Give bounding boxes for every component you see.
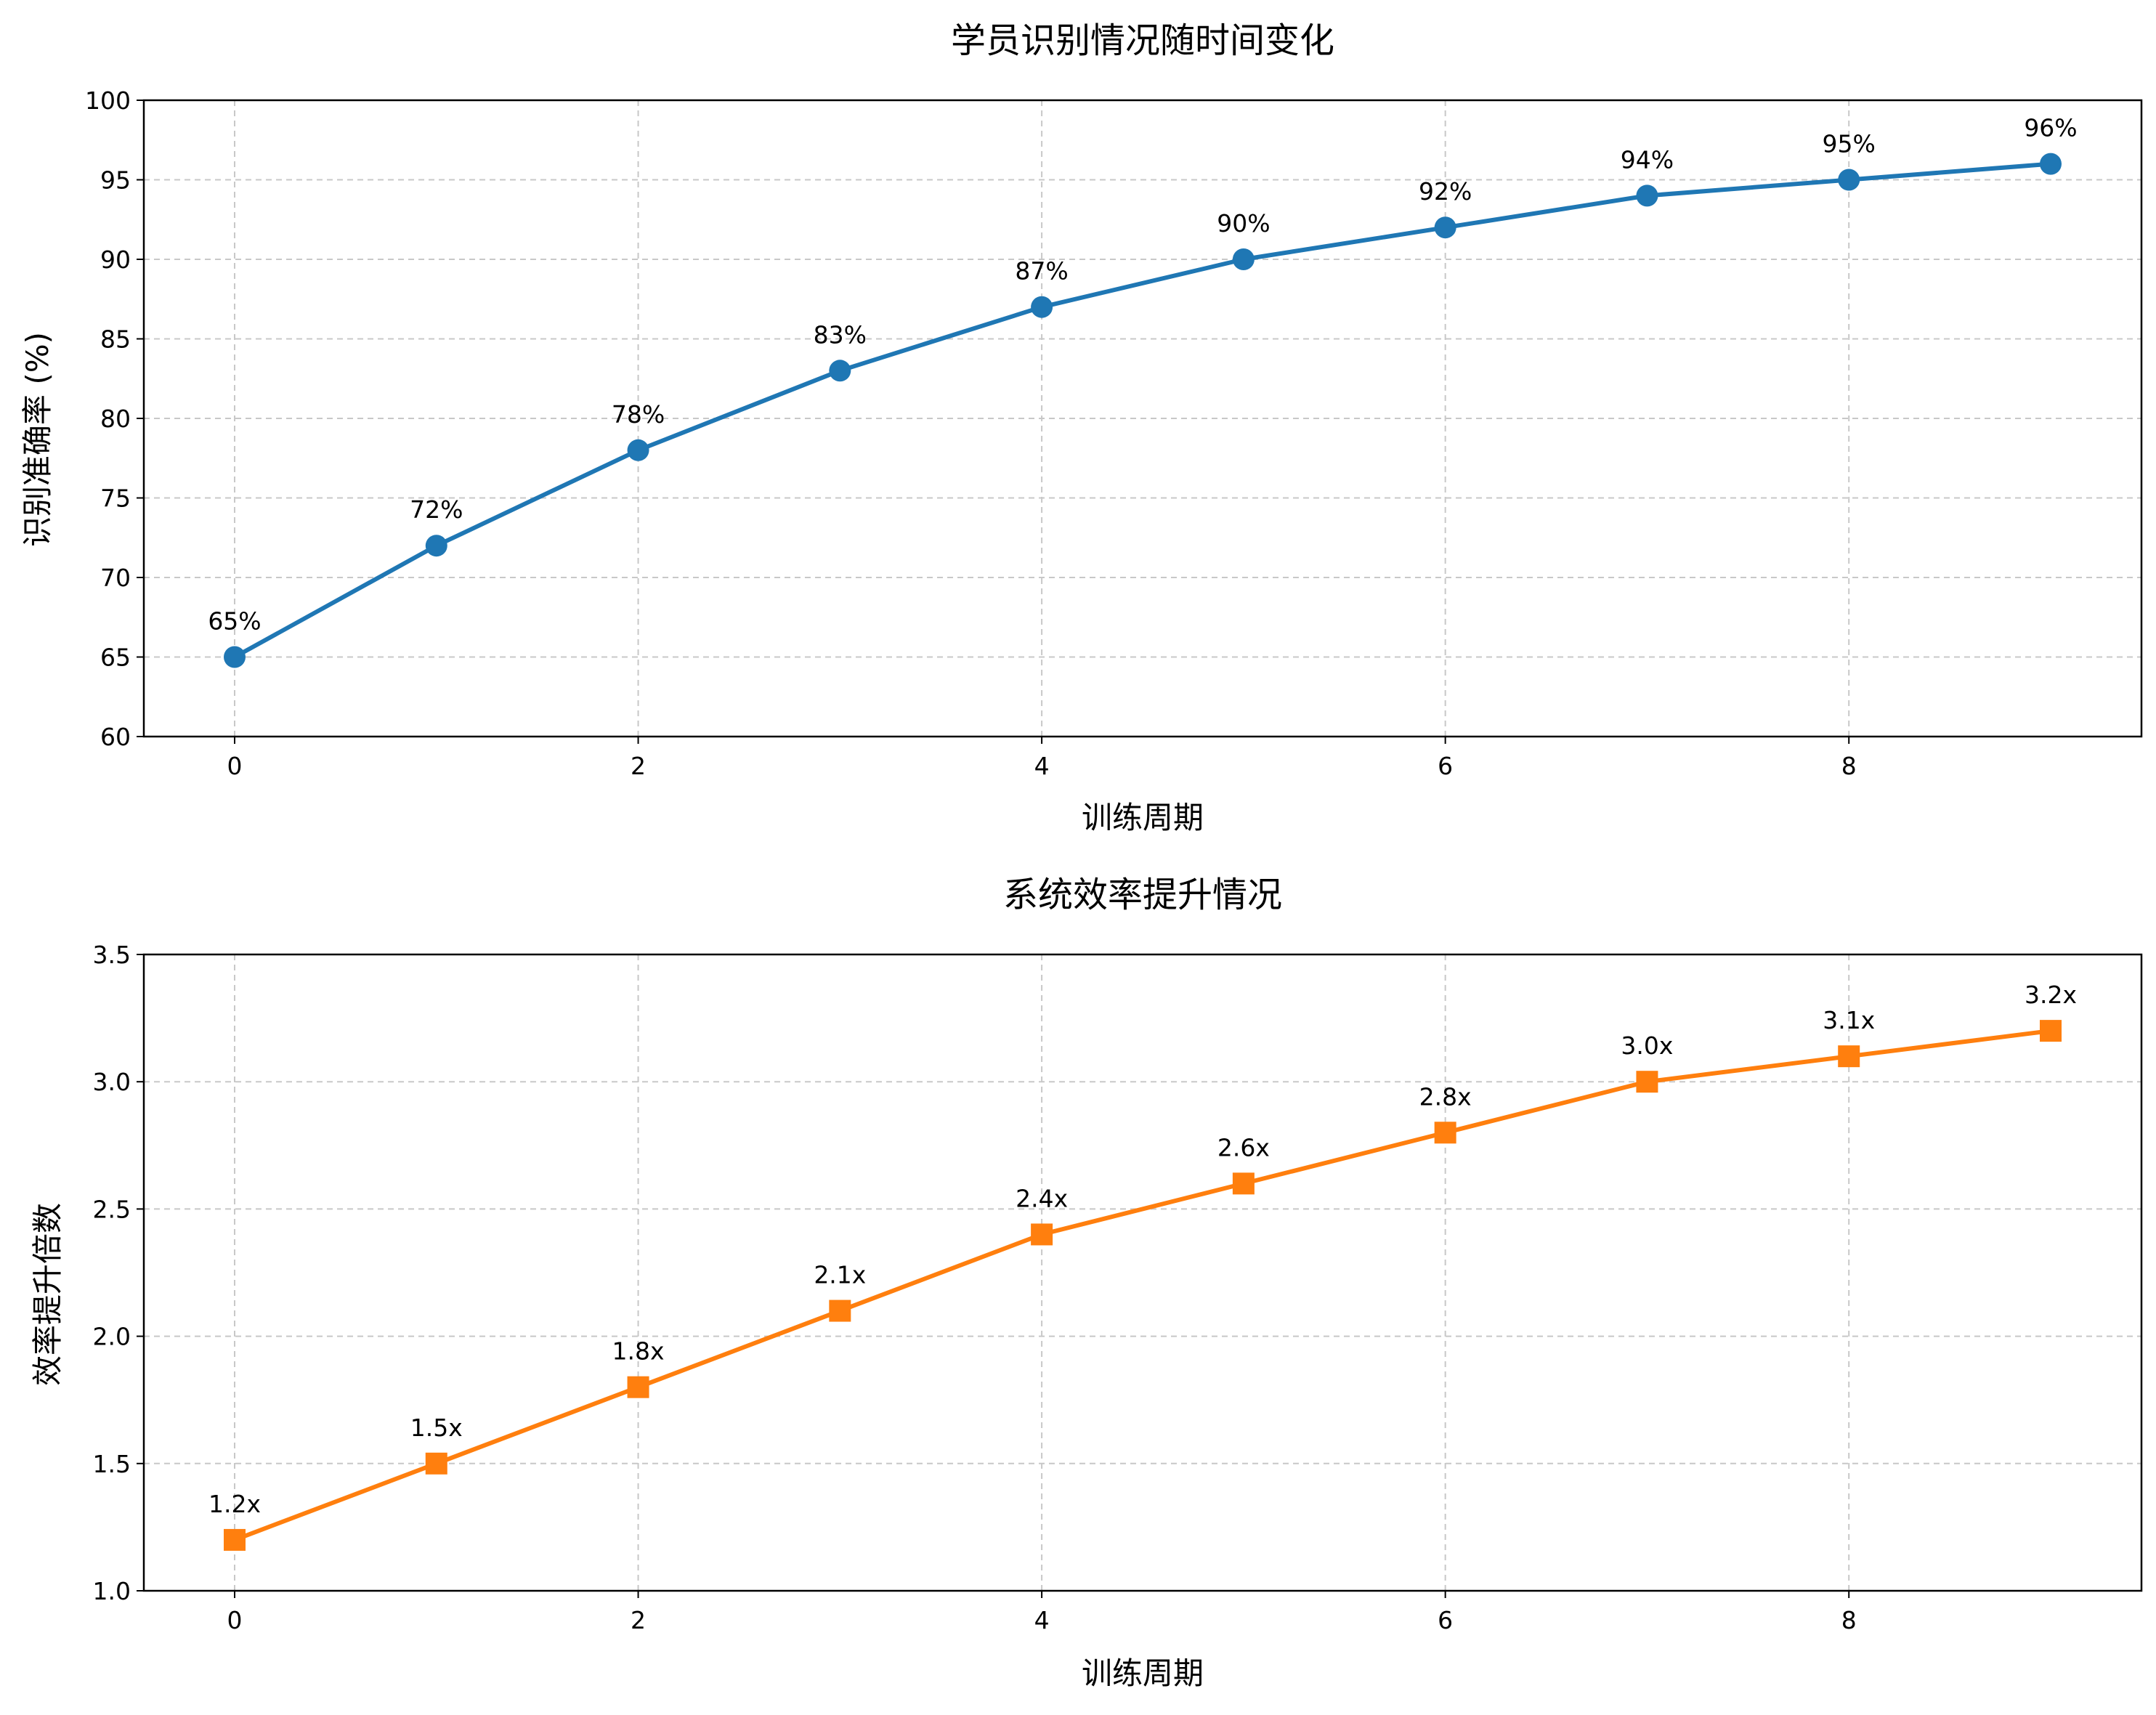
x-tick-label: 6 xyxy=(1438,752,1453,780)
x-tick-label: 8 xyxy=(1841,752,1857,780)
y-tick-label: 65 xyxy=(100,644,131,672)
x-tick-label: 4 xyxy=(1034,1606,1050,1634)
x-tick-label: 0 xyxy=(227,752,243,780)
data-point xyxy=(425,535,447,557)
y-tick-label: 3.0 xyxy=(93,1068,131,1096)
data-label: 3.2x xyxy=(2025,981,2077,1009)
x-tick-label: 0 xyxy=(227,1606,243,1634)
data-label: 78% xyxy=(612,400,665,429)
data-label: 3.0x xyxy=(1621,1031,1673,1060)
data-point xyxy=(2040,153,2062,175)
accuracy-chart-panel: 学员识别情况随时间变化 训练周期 识别准确率 (%) 0 2 4 6 8 60 65 70 75… xyxy=(20,20,2143,835)
y-tick-label: 1.5 xyxy=(93,1450,131,1478)
y-tick-label: 100 xyxy=(85,86,131,115)
x-axis-label: 训练周期 xyxy=(1082,1655,1204,1691)
x-tick-label: 2 xyxy=(631,1606,646,1634)
y-tick-label: 75 xyxy=(100,485,131,513)
x-tick-label: 8 xyxy=(1841,1606,1857,1634)
data-label: 1.5x xyxy=(410,1414,463,1442)
x-axis-label: 训练周期 xyxy=(1082,800,1204,835)
y-tick-label: 95 xyxy=(100,166,131,195)
chart-title: 学员识别情况随时间变化 xyxy=(951,20,1334,61)
data-label: 83% xyxy=(814,320,867,349)
data-point xyxy=(829,1300,851,1322)
x-tick-label: 2 xyxy=(631,752,646,780)
plot-frame xyxy=(142,953,2143,1592)
data-point xyxy=(425,1452,447,1475)
data-point xyxy=(1636,185,1658,207)
series-line xyxy=(233,1029,2051,1542)
y-tick-label: 90 xyxy=(100,246,131,274)
y-axis-label: 识别准确率 (%) xyxy=(20,332,55,547)
data-point xyxy=(627,1376,649,1398)
y-tick-label: 2.5 xyxy=(93,1195,131,1223)
data-label: 96% xyxy=(2024,114,2077,142)
data-label: 87% xyxy=(1015,257,1068,285)
data-label: 2.6x xyxy=(1217,1133,1270,1161)
data-point xyxy=(1232,248,1255,270)
data-point xyxy=(1838,1045,1860,1068)
data-point xyxy=(1031,1223,1053,1246)
data-label: 94% xyxy=(1621,145,1674,174)
y-tick-label: 60 xyxy=(100,723,131,751)
data-label: 3.1x xyxy=(1823,1006,1875,1034)
data-point xyxy=(2040,1020,2062,1042)
data-point xyxy=(1031,296,1053,318)
data-point xyxy=(627,439,649,461)
data-label: 65% xyxy=(208,607,261,636)
x-tick-label: 6 xyxy=(1438,1606,1453,1634)
chart-title: 系统效率提升情况 xyxy=(1003,875,1282,915)
series-line xyxy=(233,161,2051,660)
data-label: 2.4x xyxy=(1016,1184,1068,1212)
data-label: 72% xyxy=(410,495,463,524)
data-point xyxy=(829,360,851,382)
data-label: 1.8x xyxy=(612,1337,665,1366)
data-point xyxy=(224,1528,246,1551)
y-tick-label: 85 xyxy=(100,325,131,354)
data-label: 2.1x xyxy=(814,1261,866,1289)
data-point xyxy=(1838,169,1860,191)
y-tick-label: 1.0 xyxy=(93,1577,131,1605)
data-label: 1.2x xyxy=(208,1490,261,1518)
y-tick-label: 70 xyxy=(100,564,131,592)
y-tick-label: 2.0 xyxy=(93,1323,131,1351)
x-tick-label: 4 xyxy=(1034,752,1050,780)
data-label: 2.8x xyxy=(1419,1082,1472,1111)
data-point xyxy=(224,646,246,668)
efficiency-chart-panel: 系统效率提升情况 训练周期 效率提升倍数 0 2 4 6 8 1.0 1.5 2.0 2.5 3.… xyxy=(30,875,2143,1691)
data-point xyxy=(1434,1122,1456,1144)
gridlines xyxy=(144,100,2141,737)
data-label: 92% xyxy=(1419,177,1472,206)
y-tick-label: 3.5 xyxy=(93,941,131,969)
data-label: 95% xyxy=(1823,130,1876,158)
data-label: 90% xyxy=(1217,209,1270,238)
data-point xyxy=(1232,1172,1255,1195)
y-tick-label: 80 xyxy=(100,405,131,433)
data-point xyxy=(1636,1071,1658,1093)
data-point xyxy=(1434,216,1456,239)
y-axis-label: 效率提升倍数 xyxy=(30,1203,65,1386)
